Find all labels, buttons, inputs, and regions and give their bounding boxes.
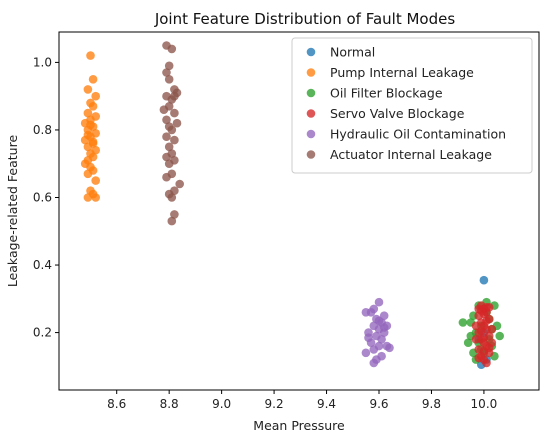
- scatter-point: [374, 316, 384, 326]
- scatter-point: [164, 142, 174, 152]
- x-axis: 8.6 8.8 9.0 9.2 9.4 9.6 9.8 10.0: [107, 390, 497, 411]
- legend-label: Actuator Internal Leakage: [330, 147, 492, 162]
- legend-marker: [306, 150, 316, 159]
- scatter-point: [83, 130, 93, 140]
- scatter-point: [164, 159, 174, 168]
- x-axis-title: Mean Pressure: [253, 418, 345, 433]
- series-1: [80, 51, 100, 202]
- scatter-point: [487, 324, 497, 334]
- scatter-point: [170, 135, 179, 145]
- scatter-point: [458, 318, 468, 327]
- scatter-point: [463, 338, 473, 348]
- scatter-point: [83, 85, 93, 94]
- scatter-point: [162, 68, 171, 77]
- scatter-point: [167, 44, 177, 54]
- scatter-point: [379, 323, 389, 332]
- scatter-point: [471, 321, 481, 331]
- legend-marker: [306, 88, 316, 98]
- scatter-point: [91, 193, 100, 202]
- scatter-point: [484, 303, 494, 312]
- scatter-point: [170, 210, 179, 219]
- scatter-point: [88, 75, 98, 84]
- scatter-point: [86, 51, 95, 60]
- scatter-point: [374, 297, 384, 307]
- y-tick-label: 0.4: [33, 258, 52, 272]
- series-4: [361, 297, 394, 368]
- scatter-point: [164, 61, 174, 71]
- scatter-point: [91, 176, 100, 185]
- x-tick-label: 8.8: [160, 397, 179, 411]
- scatter-point: [162, 132, 171, 141]
- scatter-point: [471, 335, 481, 344]
- scatter-point: [479, 275, 489, 285]
- chart-title: Joint Feature Distribution of Fault Mode…: [154, 10, 456, 28]
- y-tick-label: 1.0: [33, 55, 52, 69]
- scatter-point: [88, 137, 98, 147]
- series-5: [159, 41, 184, 226]
- legend-marker: [306, 68, 316, 77]
- scatter-point: [369, 358, 379, 368]
- legend-marker: [306, 47, 316, 57]
- scatter-point: [91, 91, 100, 101]
- legend-marker: [306, 129, 316, 139]
- scatter-point: [495, 331, 505, 341]
- y-tick-label: 0.6: [33, 190, 52, 204]
- scatter-point: [369, 345, 379, 354]
- scatter-point: [172, 118, 182, 128]
- scatter-point: [167, 216, 177, 226]
- x-tick-label: 9.6: [369, 397, 388, 411]
- scatter-point: [361, 308, 371, 317]
- x-tick-label: 10.0: [471, 397, 498, 411]
- legend-frame: [291, 37, 533, 174]
- legend-label: Pump Internal Leakage: [330, 65, 474, 80]
- scatter-point: [364, 333, 373, 343]
- scatter-point: [86, 120, 95, 130]
- x-tick-label: 9.8: [422, 397, 441, 411]
- y-axis-title: Leakage-related Feature: [5, 135, 20, 288]
- series-3: [471, 301, 497, 368]
- y-tick-label: 0.2: [33, 326, 52, 340]
- scatter-point: [477, 326, 486, 336]
- x-tick-label: 9.0: [212, 397, 231, 411]
- legend-label: Hydraulic Oil Contamination: [330, 127, 506, 142]
- scatter-point: [170, 91, 179, 101]
- scatter-point: [479, 346, 489, 356]
- scatter-point: [167, 193, 177, 202]
- scatter-point: [167, 125, 177, 135]
- y-axis: 0.2 0.4 0.6 0.8 1.0: [33, 55, 59, 340]
- scatter-point: [83, 169, 93, 179]
- legend-label: Oil Filter Blockage: [330, 86, 443, 101]
- x-tick-label: 9.4: [317, 397, 336, 411]
- scatter-point: [474, 304, 484, 314]
- scatter-point: [162, 152, 171, 162]
- scatter-point: [482, 316, 491, 326]
- legend-marker: [306, 109, 316, 118]
- y-tick-label: 0.8: [33, 123, 52, 137]
- scatter-point: [170, 108, 179, 118]
- scatter-point: [162, 115, 171, 125]
- legend-label: Normal: [330, 45, 375, 60]
- scatter-point: [385, 343, 394, 353]
- scatter-point: [482, 358, 491, 368]
- scatter-point: [164, 75, 174, 84]
- scatter-point: [83, 193, 93, 202]
- scatter-point: [474, 353, 484, 363]
- scatter-point: [162, 172, 171, 182]
- plot-area-frame: [58, 31, 540, 391]
- x-tick-label: 9.2: [265, 397, 284, 411]
- scatter-point: [83, 108, 93, 118]
- legend-label: Servo Valve Blockage: [330, 106, 465, 121]
- scatter-point: [159, 105, 169, 114]
- scatter-point: [88, 102, 98, 111]
- scatter-point: [361, 348, 371, 358]
- scatter-point: [175, 179, 184, 189]
- scatter-point: [377, 335, 386, 344]
- points-layer: [80, 41, 505, 370]
- scatter-point: [479, 333, 489, 343]
- legend: Normal Pump Internal Leakage Oil Filter Bl…: [291, 37, 533, 174]
- x-tick-label: 8.6: [107, 397, 126, 411]
